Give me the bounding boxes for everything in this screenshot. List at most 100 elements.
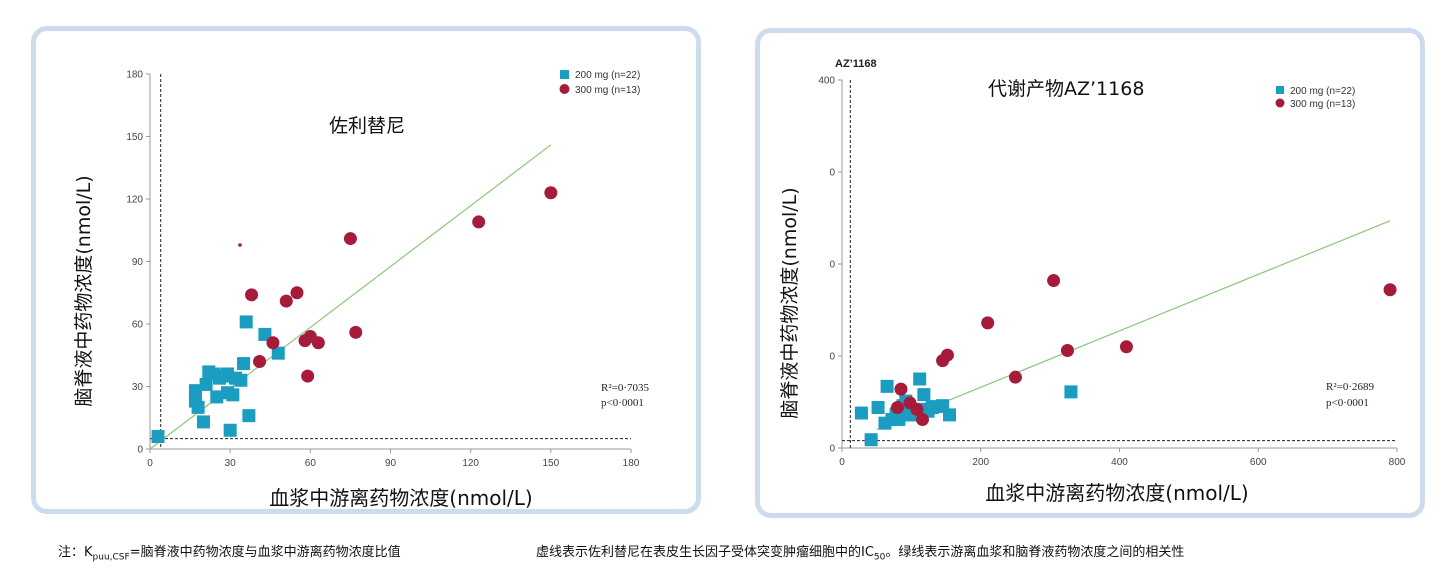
regression-line xyxy=(149,144,552,450)
y-tick-label: 150 xyxy=(126,132,143,143)
r-squared-label: R²=0·7035 xyxy=(601,382,650,394)
data-point-200mg xyxy=(1064,385,1078,399)
data-point-300mg xyxy=(266,336,280,350)
data-point-300mg xyxy=(1383,283,1397,297)
chart-title: 代谢产物AZ’1168 xyxy=(988,78,1144,100)
x-tick-label: 400 xyxy=(1111,457,1128,468)
data-point-300mg xyxy=(1047,274,1061,288)
data-point-200mg xyxy=(226,388,240,402)
corner-label: AZ’1168 xyxy=(835,58,877,70)
data-point-200mg xyxy=(237,357,251,371)
data-point-200mg xyxy=(913,372,927,386)
data-point-300mg xyxy=(1008,370,1022,384)
data-point-200mg xyxy=(196,415,210,429)
x-tick-label: 200 xyxy=(972,457,989,468)
data-point-300mg xyxy=(343,232,357,246)
data-point-200mg xyxy=(220,367,234,381)
footnote-right-prefix: 虚线表示佐利替尼在表皮生长因子受体突变肿瘤细胞中的IC xyxy=(536,545,874,560)
legend-entry-300mg: 300 mg (n=13) xyxy=(1290,99,1355,110)
legend-entry-200mg: 200 mg (n=22) xyxy=(575,70,640,81)
legend-marker-200mg xyxy=(560,70,569,79)
x-tick-label: 90 xyxy=(385,458,397,469)
data-point-300mg xyxy=(1119,340,1133,354)
footnote-left-prefix: 注：K xyxy=(58,545,93,560)
y-tick-label: 0 xyxy=(829,352,835,363)
data-point-200mg xyxy=(239,315,253,329)
p-value-label: p<0·0001 xyxy=(1326,397,1369,409)
chart-title: 佐利替尼 xyxy=(329,115,405,137)
x-tick-label: 30 xyxy=(225,458,237,469)
data-point-200mg xyxy=(191,400,205,414)
x-tick-label: 60 xyxy=(305,458,317,469)
footnote-left-suffix: =脑脊液中药物浓度与血浆中游离药物浓度比值 xyxy=(129,545,401,560)
data-point-200mg xyxy=(880,379,894,393)
data-point-300mg xyxy=(279,294,293,308)
y-tick-label: 0 xyxy=(829,260,835,271)
y-tick-label: 400 xyxy=(818,76,835,87)
legend-marker-200mg xyxy=(1276,86,1284,94)
y-tick-label: 0 xyxy=(829,444,835,455)
stray-dot xyxy=(238,243,242,247)
data-point-300mg xyxy=(1060,343,1074,357)
data-point-300mg xyxy=(903,396,917,410)
legend-entry-200mg: 200 mg (n=22) xyxy=(1290,86,1355,97)
x-tick-label: 800 xyxy=(1389,457,1406,468)
x-axis-label: 血浆中游离药物浓度(nmol/L) xyxy=(985,481,1248,505)
x-tick-label: 180 xyxy=(623,458,640,469)
data-point-300mg xyxy=(301,369,315,383)
y-tick-label: 30 xyxy=(132,382,144,393)
y-tick-label: 90 xyxy=(132,257,144,268)
y-axis-label: 脑脊液中药物浓度(nmol/L) xyxy=(73,175,95,406)
chart-panel-right: 0 0 0 0 400 0 200 400 600 800 200 mg (n=22) 300 … xyxy=(755,28,1425,518)
footnote-left-sub: puu,CSF xyxy=(92,552,130,563)
footnote-left: 注：Kpuu,CSF=脑脊液中药物浓度与血浆中游离药物浓度比值 xyxy=(58,541,401,563)
data-point-200mg xyxy=(188,384,202,398)
x-axis-label: 血浆中游离药物浓度(nmol/L) xyxy=(269,486,532,509)
y-tick-label: 60 xyxy=(132,320,144,331)
x-tick-label: 150 xyxy=(542,458,559,469)
data-point-300mg xyxy=(915,412,929,426)
footnote-right-sub: 50 xyxy=(873,552,886,563)
x-tick-label: 600 xyxy=(1250,457,1267,468)
data-point-200mg xyxy=(854,406,868,420)
y-tick-label: 180 xyxy=(126,70,143,81)
legend-marker-300mg xyxy=(1275,98,1285,108)
x-tick-label: 120 xyxy=(462,458,479,469)
data-point-300mg xyxy=(349,325,363,339)
footnote-right: 虚线表示佐利替尼在表皮生长因子受体突变肿瘤细胞中的IC50。绿线表示游离血浆和脑… xyxy=(536,541,1184,563)
data-point-200mg xyxy=(271,346,285,360)
data-point-300mg xyxy=(245,288,259,302)
y-axis-label: 脑脊液中药物浓度(nmol/L) xyxy=(779,187,801,418)
r-squared-label: R²=0·2689 xyxy=(1326,381,1375,393)
y-tick-label: 0 xyxy=(137,445,143,456)
data-point-200mg xyxy=(871,401,885,415)
x-tick-label: 0 xyxy=(147,458,153,469)
data-point-300mg xyxy=(981,316,995,330)
legend-marker-300mg xyxy=(559,84,570,94)
p-value-label: p<0·0001 xyxy=(601,397,644,409)
data-point-200mg xyxy=(234,373,248,387)
scatter-chart-left: 0 30 60 90 120 150 180 0 30 60 90 120 150 180 200 mg… xyxy=(73,70,650,510)
data-point-300mg xyxy=(544,186,558,200)
regression-line xyxy=(876,220,1391,431)
data-point-300mg xyxy=(311,336,325,350)
data-point-200mg xyxy=(943,408,957,422)
data-point-300mg xyxy=(290,286,304,300)
data-point-200mg xyxy=(258,327,272,341)
data-point-300mg xyxy=(253,355,267,368)
data-point-200mg xyxy=(864,433,878,447)
data-point-300mg xyxy=(891,401,904,415)
data-point-200mg xyxy=(242,409,256,423)
data-point-200mg xyxy=(223,423,237,437)
x-tick-label: 0 xyxy=(839,457,845,468)
data-point-200mg xyxy=(210,390,224,404)
data-point-300mg xyxy=(894,382,908,396)
data-point-200mg xyxy=(151,430,165,443)
legend-entry-300mg: 300 mg (n=13) xyxy=(575,85,640,96)
y-tick-label: 0 xyxy=(829,168,835,179)
data-point-200mg xyxy=(199,377,213,391)
data-point-300mg xyxy=(472,215,486,229)
footnote-right-suffix: 。绿线表示游离血浆和脑脊液药物浓度之间的相关性 xyxy=(885,545,1185,560)
data-point-300mg xyxy=(940,348,954,362)
